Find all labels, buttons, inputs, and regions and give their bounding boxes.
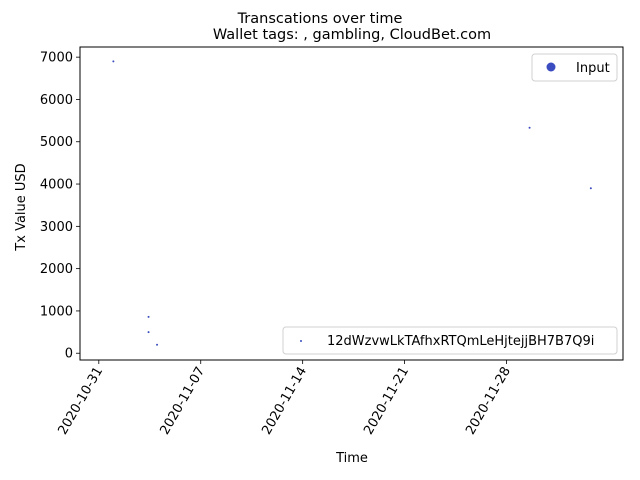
y-tick-label: 3000 <box>40 220 73 235</box>
data-point <box>112 60 115 63</box>
y-tick-label: 2000 <box>40 262 73 277</box>
legend-upper-box <box>531 53 618 82</box>
legend-lower-box <box>282 326 618 355</box>
y-axis: 0 1000 2000 3000 4000 5000 6000 7000 <box>40 51 80 362</box>
x-axis: 2020-10-31 2020-11-07 2020-11-14 2020-11-21… <box>56 360 514 437</box>
data-point <box>147 331 150 334</box>
plot-area: 2020-10-31 2020-11-07 2020-11-14 2020-11-21… <box>40 46 624 437</box>
y-tick-label: 5000 <box>40 135 73 150</box>
y-tick-label: 4000 <box>40 178 73 193</box>
x-tick-label: 2020-10-31 <box>56 365 107 438</box>
x-tick-label: 2020-11-07 <box>157 365 208 438</box>
chart-suptitle: Transcations over time <box>237 11 403 27</box>
legend-lower: 12dWzvwLkTAfhxRTQmLeHjtejjBH7B7Q9i <box>282 326 618 355</box>
legend-upper: Input <box>531 53 618 82</box>
data-point <box>156 343 159 346</box>
x-tick-label: 2020-11-14 <box>259 365 310 438</box>
chart-title: Wallet tags: , gambling, CloudBet.com <box>213 27 491 43</box>
data-point <box>147 315 150 318</box>
y-tick-label: 7000 <box>40 51 73 66</box>
y-tick-label: 1000 <box>40 304 73 319</box>
legend-upper-marker <box>546 62 556 72</box>
x-axis-label: Time <box>335 451 368 466</box>
y-tick-label: 0 <box>65 347 73 362</box>
plot-frame <box>79 46 624 361</box>
data-point <box>589 187 592 190</box>
legend-upper-label: Input <box>576 61 610 76</box>
legend-lower-label: 12dWzvwLkTAfhxRTQmLeHjtejjBH7B7Q9i <box>327 334 594 349</box>
data-point <box>528 126 531 129</box>
x-tick-label: 2020-11-21 <box>361 365 412 438</box>
x-tick-label: 2020-11-28 <box>463 365 514 438</box>
y-axis-label: Tx Value USD <box>14 163 29 251</box>
data-points <box>112 60 592 346</box>
y-tick-label: 6000 <box>40 93 73 108</box>
legend-lower-marker <box>300 340 302 342</box>
